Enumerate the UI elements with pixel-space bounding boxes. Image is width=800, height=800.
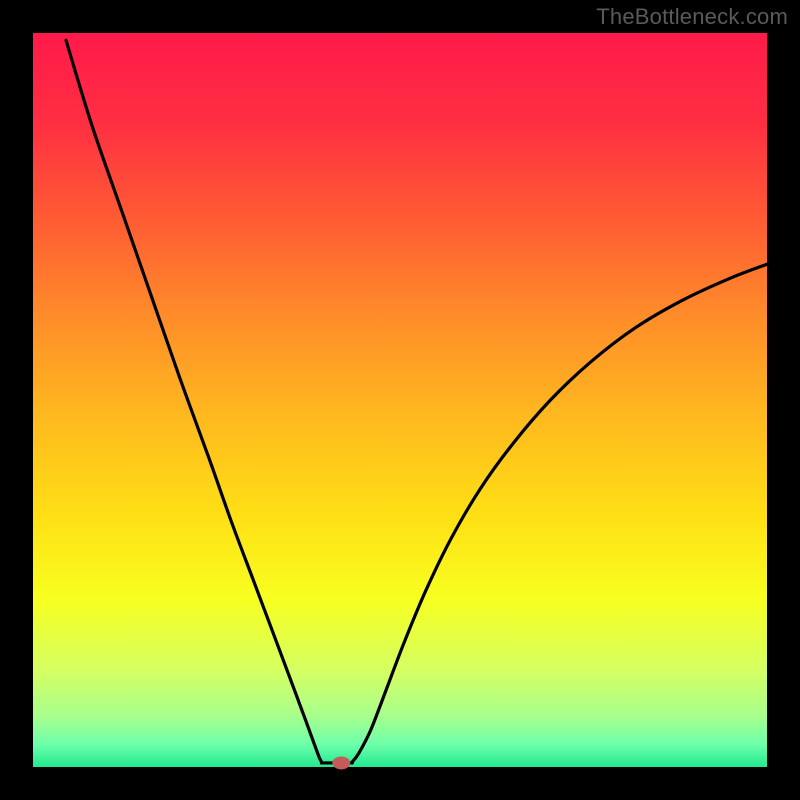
chart-container: TheBottleneck.com	[0, 0, 800, 800]
watermark-text: TheBottleneck.com	[596, 4, 788, 30]
optimum-marker	[332, 756, 350, 769]
bottleneck-chart	[0, 0, 800, 800]
